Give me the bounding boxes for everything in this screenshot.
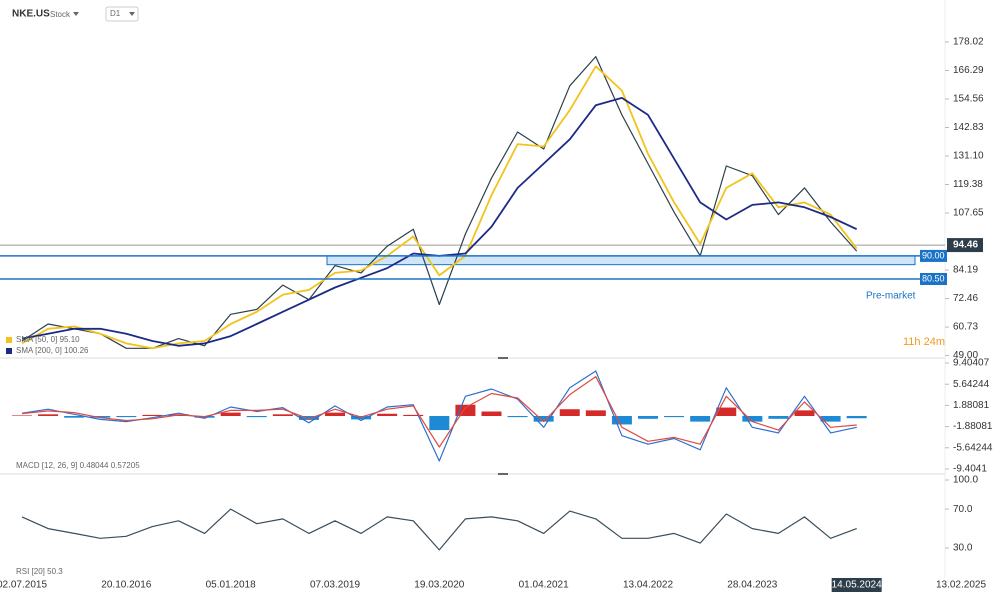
- histogram-bar: [820, 416, 841, 422]
- histogram-bar: [846, 416, 867, 419]
- histogram-bar: [377, 413, 398, 416]
- histogram-bar: [38, 414, 59, 416]
- histogram-bar: [403, 414, 424, 416]
- histogram-bar: [742, 416, 763, 422]
- price-zone: [326, 255, 916, 266]
- last-price-label: 94.46: [953, 240, 978, 251]
- y-tick-label: 119.38: [953, 179, 983, 190]
- ticker: NKE.US: [12, 9, 50, 20]
- last-price-box: [947, 238, 983, 253]
- current-date-box: [831, 578, 882, 592]
- histogram-bar: [220, 412, 241, 416]
- y-tick-label: 154.56: [953, 94, 984, 105]
- histogram-bar: [90, 416, 111, 418]
- histogram-bar: [272, 414, 293, 416]
- legend-label: SMA [50, 0] 95.10: [16, 335, 80, 344]
- histogram-bar: [585, 410, 606, 416]
- legend-swatch: [6, 337, 12, 343]
- y-tick-label: 166.29: [953, 65, 984, 76]
- y-tick-label: 84.19: [953, 265, 978, 276]
- histogram-bar: [455, 404, 476, 416]
- level-label: 90.00: [922, 250, 945, 260]
- countdown: 11h 24m: [903, 336, 945, 348]
- x-tick-label: 14.05.2024: [832, 580, 882, 591]
- y-tick-label: 1.88081: [953, 400, 990, 411]
- histogram-bar: [246, 416, 267, 418]
- x-tick-label: 02.07.2015: [0, 580, 47, 591]
- histogram-bar: [638, 416, 658, 419]
- indicator-line: [21, 65, 858, 350]
- histogram-bar: [559, 409, 580, 416]
- y-tick-label: 100.0: [953, 475, 978, 486]
- x-tick-label: 28.04.2023: [727, 580, 777, 591]
- macd-label: MACD [12, 26, 9] 0.48044 0.57205: [16, 461, 140, 470]
- y-tick-label: 178.02: [953, 37, 984, 48]
- timeframe-select[interactable]: [105, 6, 139, 22]
- histogram-bar: [611, 416, 632, 425]
- histogram-bar: [481, 411, 502, 416]
- level-label: 80.50: [922, 273, 945, 283]
- dropdown-arrow[interactable]: [129, 12, 135, 16]
- y-tick-label: 49.00: [953, 350, 978, 361]
- y-tick-label: -1.88081: [953, 421, 993, 432]
- y-tick-label: 72.46: [953, 293, 978, 304]
- resize-handle[interactable]: [498, 473, 508, 475]
- histogram-bar: [507, 416, 528, 418]
- y-tick-label: 5.64244: [953, 379, 990, 390]
- histogram-bar: [794, 410, 815, 416]
- histogram-bar: [298, 416, 319, 420]
- y-tick-label: 142.83: [953, 122, 984, 133]
- dropdown-arrow[interactable]: [73, 12, 79, 16]
- histogram-bar: [690, 416, 711, 422]
- histogram-bar: [429, 416, 450, 431]
- x-tick-label: 13.04.2022: [623, 580, 673, 591]
- premarket-label: Pre-market: [866, 291, 916, 302]
- x-tick-label: 05.01.2018: [206, 580, 256, 591]
- histogram-bar: [664, 416, 685, 418]
- legend-label: SMA [200, 0] 100.26: [16, 346, 89, 355]
- level-label-box: [920, 273, 947, 286]
- macd-line: [21, 370, 857, 462]
- y-tick-label: 60.73: [953, 322, 978, 333]
- x-tick-label: 01.04.2021: [519, 580, 569, 591]
- rsi-label: RSI [20] 50.3: [16, 567, 63, 576]
- histogram-bar: [533, 416, 554, 422]
- y-tick-label: 70.0: [953, 504, 973, 515]
- x-tick-label: 13.02.2025: [936, 580, 986, 591]
- level-label-box: [920, 249, 947, 262]
- legend-swatch: [6, 348, 12, 354]
- x-tick-label: 07.03.2019: [310, 580, 360, 591]
- x-tick-label: 20.10.2016: [101, 580, 151, 591]
- resize-handle[interactable]: [498, 357, 508, 359]
- y-tick-label: 107.65: [953, 208, 984, 219]
- y-tick-label: -9.4041: [953, 464, 987, 475]
- histogram-bar: [325, 412, 345, 416]
- y-tick-label: 9.40407: [953, 358, 990, 369]
- price-line: [21, 56, 858, 349]
- macd-line: [21, 376, 857, 448]
- x-tick-label: 19.03.2020: [414, 580, 464, 591]
- histogram-bar: [142, 414, 163, 416]
- price-line: [21, 508, 857, 551]
- histogram-bar: [768, 416, 789, 419]
- histogram-bar: [64, 416, 85, 418]
- y-tick-label: 131.10: [953, 151, 984, 162]
- histogram-bar: [12, 415, 32, 416]
- timeframe: D1: [110, 9, 121, 18]
- histogram-bar: [716, 407, 737, 416]
- y-tick-label: -5.64244: [953, 442, 993, 453]
- y-tick-label: 30.0: [953, 543, 973, 554]
- instrument-type: Stock: [50, 10, 71, 19]
- histogram-bar: [116, 416, 137, 418]
